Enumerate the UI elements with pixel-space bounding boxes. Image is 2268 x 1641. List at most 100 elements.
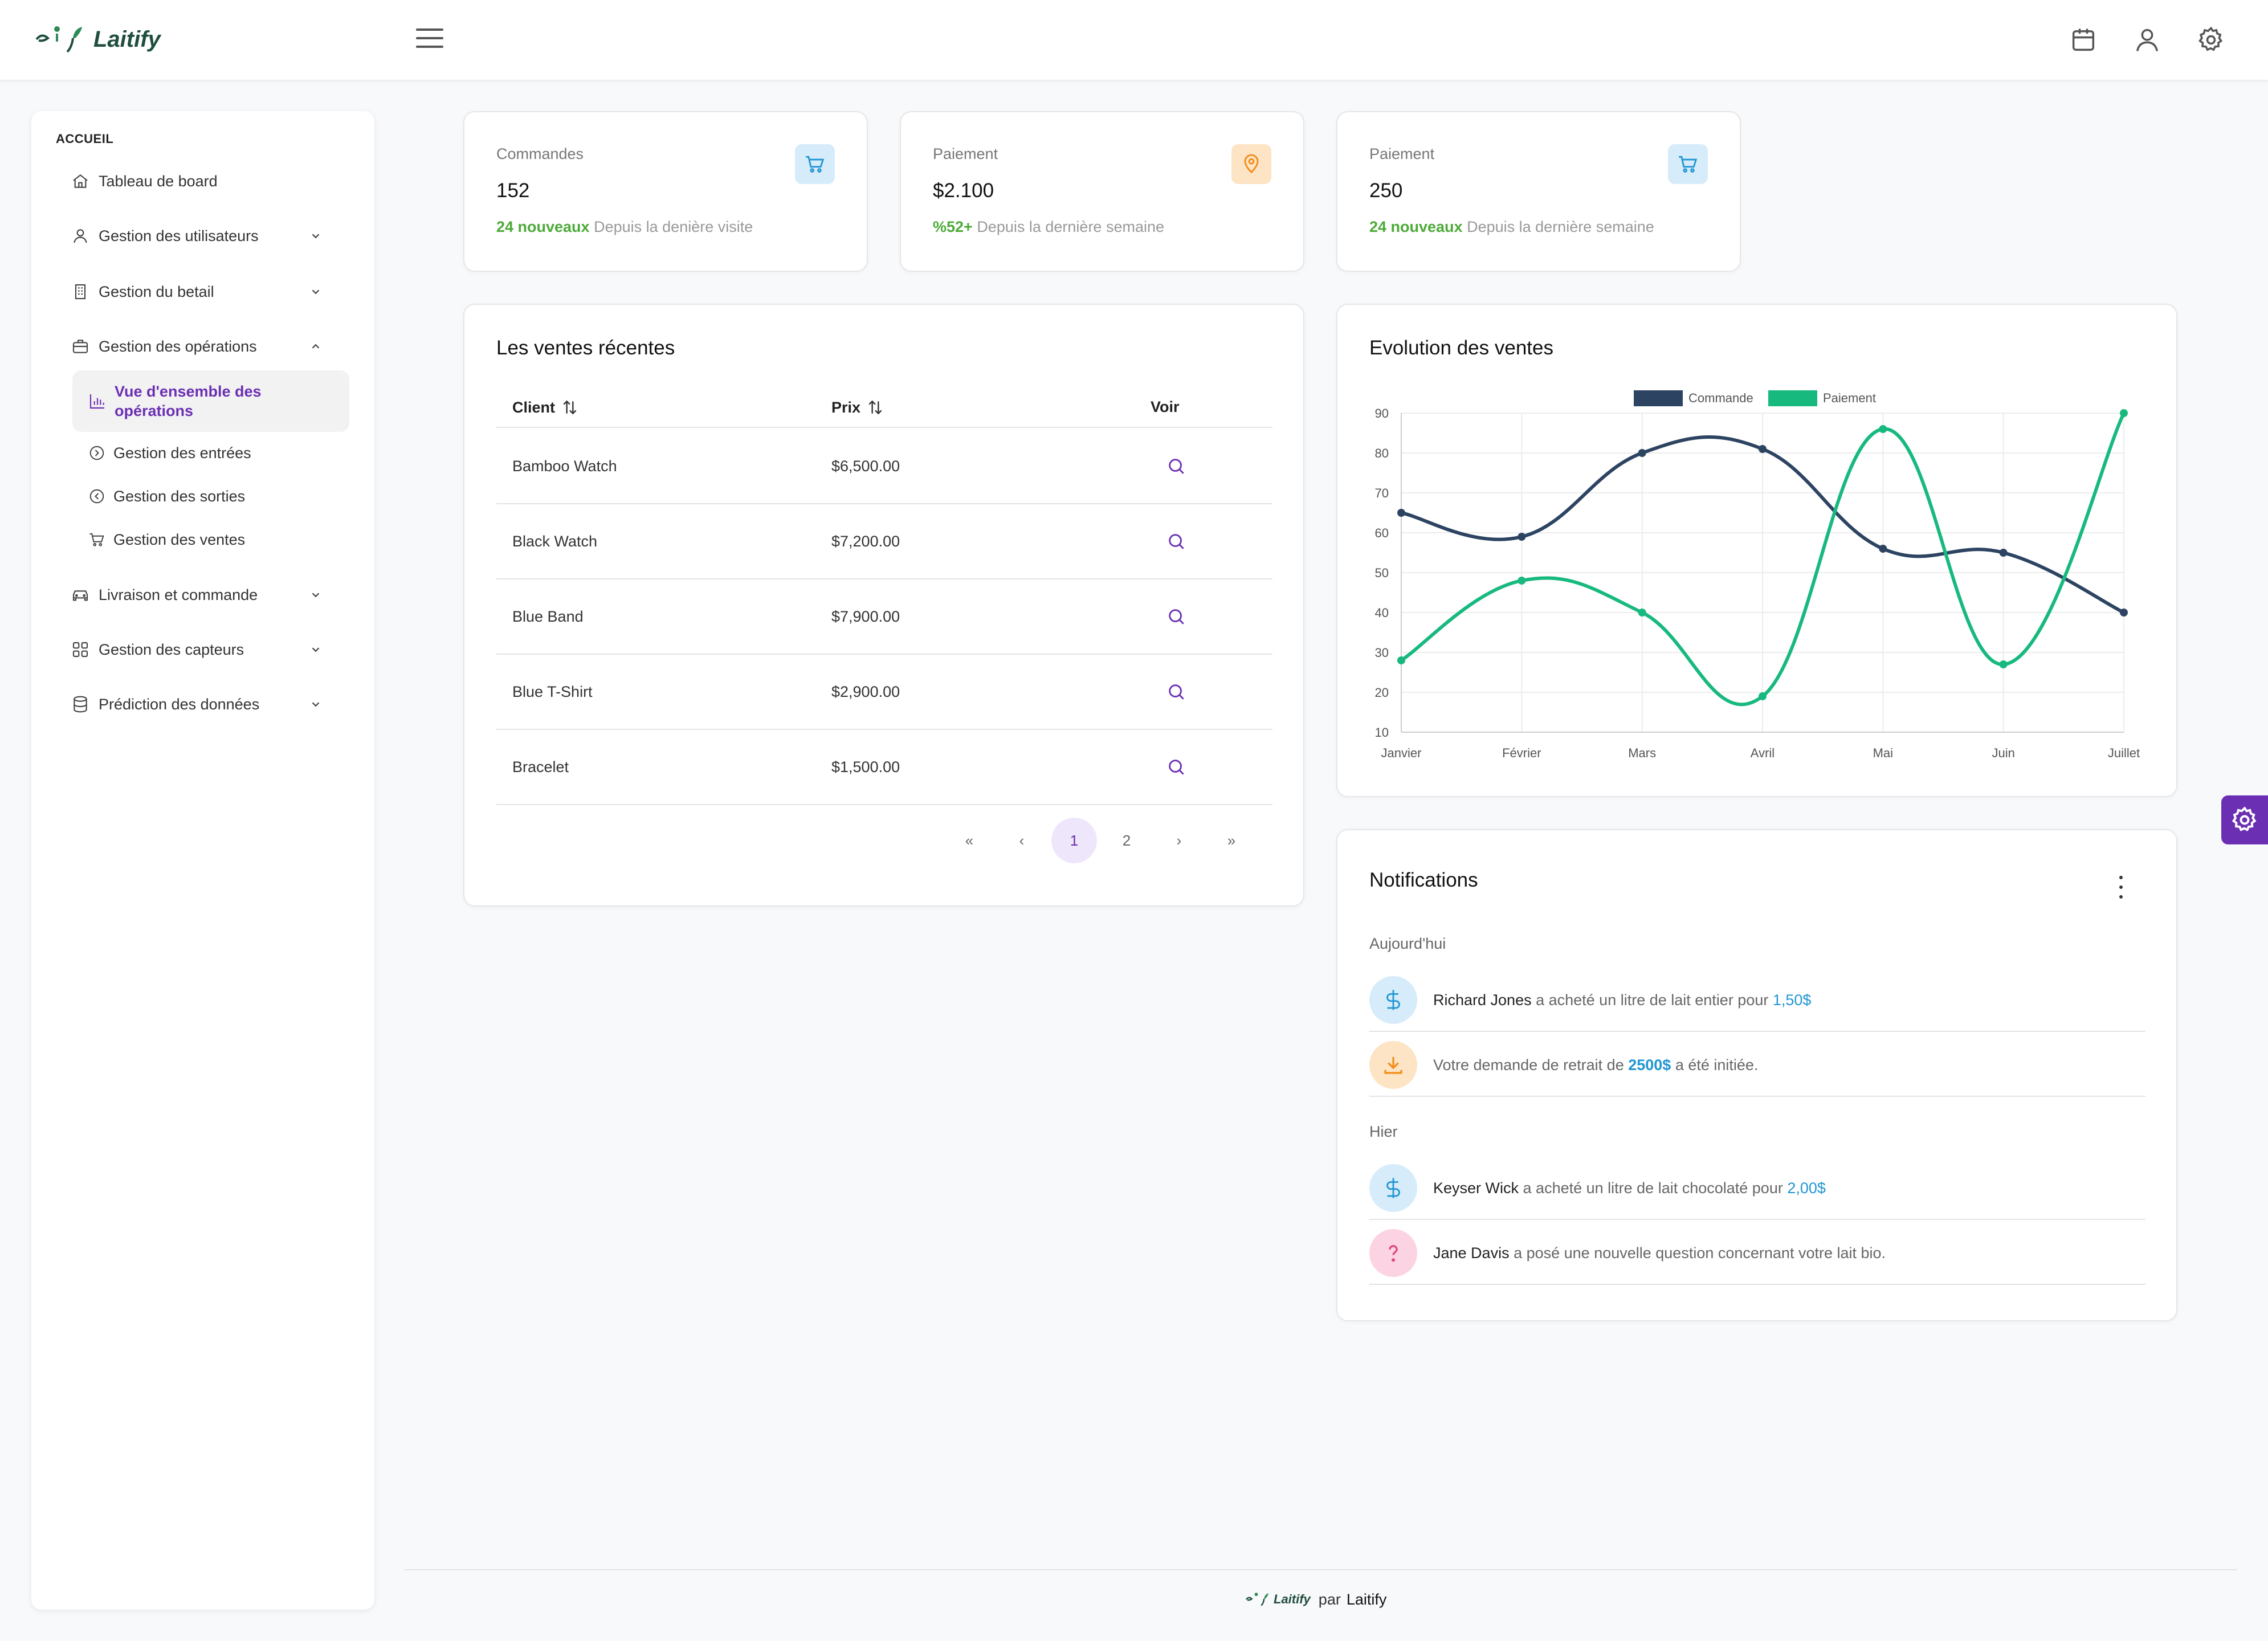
search-icon[interactable]: [1166, 532, 1186, 551]
y-tick-label: 60: [1375, 526, 1389, 540]
recent-sales-card: Les ventes récentes Client Prix Voir Bam…: [463, 304, 1304, 907]
stat-card-payment-amount: Paiement $2.100 %52+ Depuis la dernière …: [900, 111, 1304, 272]
car-icon: [72, 590, 88, 601]
config-gear-button[interactable]: [2221, 795, 2268, 844]
data-point-commande: [1879, 545, 1887, 553]
x-tick-label: Juillet: [2108, 746, 2140, 760]
sidebar-item-livestock[interactable]: Gestion du betail: [71, 272, 339, 312]
pagination-prev[interactable]: ‹: [1019, 831, 1025, 849]
sidebar-subitem-sales[interactable]: Gestion des ventes: [88, 520, 339, 559]
y-tick-label: 10: [1375, 725, 1389, 740]
search-icon[interactable]: [1166, 456, 1186, 476]
stat-card-orders: Commandes 152 24 nouveaux Depuis la deni…: [463, 111, 868, 272]
data-point-paiement: [2120, 409, 2128, 417]
pagination-next[interactable]: ›: [1176, 831, 1182, 849]
cart-icon: [795, 144, 835, 184]
data-point-commande: [2120, 609, 2128, 617]
sidebar-item-prediction[interactable]: Prédiction des données: [71, 684, 339, 724]
sidebar-subitem-outputs[interactable]: Gestion des sorties: [88, 477, 339, 516]
chevron-down-icon: [312, 593, 320, 598]
notification-item[interactable]: Votre demande de retrait de 2500$ a été …: [1369, 1034, 2145, 1097]
data-point-paiement: [1879, 425, 1887, 433]
footer-brand: Laitify: [1274, 1592, 1311, 1606]
building-icon: [75, 284, 86, 300]
footer-author: Laitify: [1346, 1590, 1387, 1608]
sidebar-subitem-inputs[interactable]: Gestion des entrées: [88, 434, 339, 472]
sidebar-item-dashboard[interactable]: Tableau de board: [71, 161, 339, 201]
y-tick-label: 70: [1375, 486, 1389, 500]
dollar-icon: [1369, 976, 1417, 1024]
sidebar-item-operations[interactable]: Gestion des opérations: [71, 326, 339, 366]
chevron-down-icon: [312, 647, 320, 652]
data-point-commande: [1999, 549, 2008, 557]
home-icon: [73, 174, 88, 188]
pagination-first[interactable]: «: [965, 831, 974, 849]
footer: Laitify par Laitify: [1245, 1585, 1386, 1614]
notification-item[interactable]: Richard Jones a acheté un litre de lait …: [1369, 969, 2145, 1032]
legend-item-commande[interactable]: Commande: [1634, 390, 1753, 406]
data-point-paiement: [1397, 656, 1405, 664]
sales-table-header: Client Prix Voir: [496, 386, 1272, 428]
user-icon: [74, 229, 87, 243]
data-point-commande: [1518, 533, 1526, 541]
sidebar-subitem-overview[interactable]: Vue d'ensemble des opérations: [72, 370, 349, 432]
chevron-down-icon: [312, 289, 320, 295]
user-icon[interactable]: [2132, 25, 2162, 55]
legend-item-paiement[interactable]: Paiement: [1768, 390, 1876, 406]
settings-gear-icon: [2232, 806, 2257, 831]
data-point-paiement: [1518, 577, 1526, 585]
more-options-icon[interactable]: [2117, 876, 2125, 899]
pagination-page-2[interactable]: 2: [1122, 831, 1131, 849]
search-icon[interactable]: [1166, 682, 1186, 701]
sidebar-item-sensors[interactable]: Gestion des capteurs: [71, 630, 339, 670]
topbar: Laitify: [0, 0, 2268, 80]
arrow-left-circle-icon: [89, 489, 104, 504]
app-logo[interactable]: Laitify: [34, 22, 161, 57]
notif-group-yesterday: Hier: [1369, 1123, 1398, 1140]
dollar-icon: [1369, 1164, 1417, 1212]
y-tick-label: 30: [1375, 646, 1389, 660]
search-icon[interactable]: [1166, 757, 1186, 777]
column-header-view: Voir: [1151, 398, 1180, 415]
x-tick-label: Janvier: [1381, 746, 1422, 760]
map-pin-icon: [1231, 144, 1271, 184]
arrow-right-circle-icon: [89, 446, 104, 460]
chart-title: Evolution des ventes: [1369, 337, 1553, 359]
column-header-client[interactable]: Client: [512, 398, 579, 417]
notifications-card: Notifications Aujourd'hui Richard Jones …: [1336, 829, 2177, 1321]
cart-icon: [89, 533, 104, 546]
settings-gear-icon[interactable]: [2196, 25, 2226, 55]
chevron-down-icon: [312, 702, 320, 707]
search-icon[interactable]: [1166, 607, 1186, 626]
recent-sales-title: Les ventes récentes: [496, 337, 675, 359]
notification-item[interactable]: Keyser Wick a acheté un litre de lait ch…: [1369, 1157, 2145, 1220]
notifications-title: Notifications: [1369, 869, 1478, 891]
sidebar-item-delivery[interactable]: Livraison et commande: [71, 575, 339, 615]
y-tick-label: 80: [1375, 446, 1389, 460]
sales-chart-card: Evolution des ventes Commande Paiement 1…: [1336, 304, 2177, 797]
question-icon: [1369, 1229, 1417, 1277]
bar-chart-icon: [89, 394, 104, 409]
table-row: Bamboo Watch $6,500.00: [496, 429, 1272, 504]
pagination-page-1[interactable]: 1: [1051, 818, 1097, 863]
pagination-last[interactable]: »: [1227, 831, 1236, 849]
x-tick-label: Mars: [1628, 746, 1656, 760]
table-row: Blue T-Shirt $2,900.00: [496, 655, 1272, 730]
sort-icon: [563, 400, 577, 415]
chevron-down-icon: [312, 234, 320, 239]
notification-item[interactable]: Jane Davis a posé une nouvelle question …: [1369, 1222, 2145, 1285]
x-tick-label: Avril: [1751, 746, 1775, 760]
sidebar-section-title: ACCUEIL: [56, 132, 114, 146]
notif-group-today: Aujourd'hui: [1369, 935, 1446, 952]
x-tick-label: Février: [1502, 746, 1541, 760]
series-line-paiement: [1400, 412, 2126, 707]
calendar-icon[interactable]: [2069, 25, 2098, 55]
sort-icon: [868, 400, 882, 415]
x-tick-label: Juin: [1992, 746, 2014, 760]
y-tick-label: 40: [1375, 606, 1389, 620]
column-header-price[interactable]: Prix: [831, 398, 884, 417]
hamburger-menu-icon[interactable]: [416, 28, 443, 51]
sidebar-item-users[interactable]: Gestion des utilisateurs: [71, 216, 339, 256]
chevron-up-icon: [312, 344, 320, 349]
footer-divider: [405, 1569, 2237, 1570]
